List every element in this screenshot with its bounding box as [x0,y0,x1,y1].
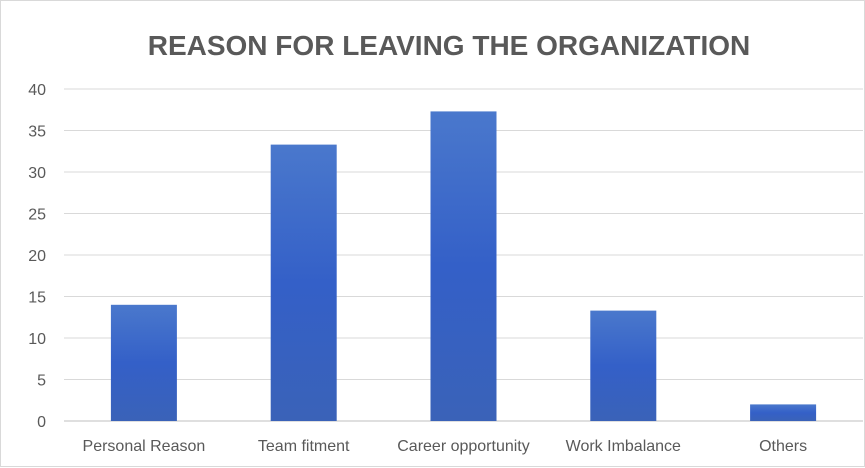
bars [110,111,817,422]
y-tick-label: 40 [28,82,46,99]
y-tick-label: 0 [37,414,46,431]
y-tick-label: 35 [28,124,46,141]
bar-work-imbalance [590,310,657,421]
bar-others [750,404,817,421]
bar-career-opportunity [430,111,497,421]
x-category-label: Team fitment [258,438,350,455]
y-axis-ticks: 0 5 10 15 20 25 30 35 40 [28,82,46,431]
bar-team-fitment [270,144,337,422]
y-tick-label: 15 [28,290,46,307]
y-tick-label: 25 [28,207,46,224]
x-category-label: Others [759,438,807,455]
chart-title: REASON FOR LEAVING THE ORGANIZATION [148,30,751,61]
y-tick-label: 20 [28,248,46,265]
y-tick-label: 30 [28,165,46,182]
y-tick-label: 10 [28,331,46,348]
bar-personal-reason [110,304,177,421]
x-axis-labels: Personal Reason Team fitment Career opport… [83,438,808,455]
x-category-label: Career opportunity [397,438,530,455]
x-category-label: Work Imbalance [566,438,681,455]
x-category-label: Personal Reason [83,438,206,455]
y-tick-label: 5 [37,373,46,390]
